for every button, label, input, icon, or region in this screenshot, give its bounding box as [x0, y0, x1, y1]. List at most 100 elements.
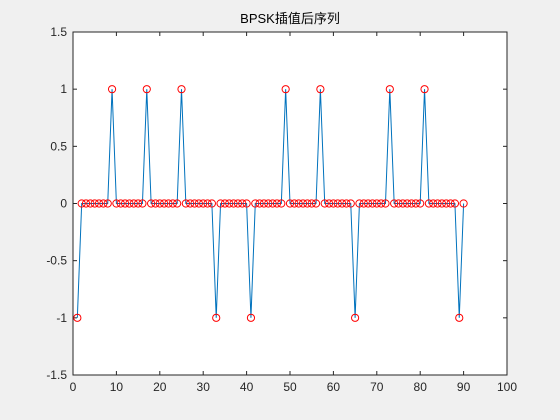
- data-point-marker: [125, 199, 134, 208]
- y-tick-label: 0.5: [50, 139, 67, 153]
- data-point-marker: [429, 199, 438, 208]
- x-tick-label: 0: [70, 380, 77, 394]
- data-point-marker: [407, 199, 416, 208]
- plot-frame: [72, 31, 508, 376]
- data-point-marker: [86, 199, 95, 208]
- data-point-marker: [186, 199, 195, 208]
- data-point-marker: [459, 199, 468, 208]
- y-tick-label: 1: [60, 82, 67, 96]
- data-point-marker: [203, 199, 212, 208]
- data-point-marker: [342, 199, 351, 208]
- data-point-marker: [294, 199, 303, 208]
- data-point-marker: [298, 199, 308, 208]
- data-point-marker: [411, 199, 420, 208]
- data-point-marker: [403, 199, 412, 208]
- data-point-marker: [225, 199, 234, 208]
- x-tick-label: 60: [327, 380, 341, 394]
- data-point-marker: [77, 199, 86, 208]
- data-point-marker: [94, 199, 104, 208]
- data-point-marker: [142, 85, 151, 94]
- data-point-marker: [264, 199, 273, 208]
- data-point-marker: [455, 313, 464, 322]
- data-point-marker: [385, 85, 394, 94]
- data-point-marker: [173, 199, 182, 208]
- data-point-marker: [151, 199, 160, 208]
- axis-ticks: 0 10 20 30 40 50 60 70 80 90 100 -1.5 -1 -0.5 0 0.5 1 1.5: [46, 25, 517, 394]
- data-point-marker: [181, 199, 190, 208]
- data-point-marker: [398, 199, 407, 208]
- data-point-marker: [155, 199, 164, 208]
- data-point-marker: [351, 313, 360, 322]
- x-tick-label: 50: [283, 380, 297, 394]
- data-point-marker: [368, 199, 377, 208]
- data-point-marker: [216, 199, 225, 208]
- data-point-marker: [220, 199, 229, 208]
- data-point-marker: [103, 199, 112, 208]
- data-point-marker: [259, 199, 269, 208]
- data-point-marker: [394, 199, 403, 208]
- data-point-marker: [268, 199, 277, 208]
- data-point-marker: [381, 199, 390, 208]
- data-point-marker: [238, 199, 247, 208]
- data-point-marker: [390, 199, 399, 208]
- data-point-marker: [120, 199, 130, 208]
- chart-title: BPSK插值后序列: [240, 11, 340, 26]
- data-point-marker: [229, 199, 238, 208]
- data-point-marker: [99, 199, 108, 208]
- data-point-marker: [416, 199, 425, 208]
- data-point-marker: [277, 199, 286, 208]
- data-point-marker: [233, 199, 243, 208]
- data-point-marker: [207, 199, 216, 208]
- data-point-marker: [199, 199, 208, 208]
- data-point-marker: [138, 199, 147, 208]
- data-point-marker: [377, 199, 386, 208]
- data-point-marker: [364, 199, 373, 208]
- data-point-marker: [303, 199, 312, 208]
- data-point-marker: [81, 199, 91, 208]
- data-point-marker: [420, 85, 429, 94]
- y-tick-label: 1.5: [50, 25, 67, 39]
- data-point-marker: [372, 199, 381, 208]
- data-point-marker: [311, 199, 321, 208]
- data-point-marker: [242, 199, 251, 208]
- data-point-marker: [168, 199, 177, 208]
- x-tick-label: 10: [110, 380, 124, 394]
- data-point-marker: [107, 85, 117, 94]
- data-point-marker: [90, 199, 99, 208]
- data-point-marker: [147, 199, 156, 208]
- data-point-marker: [281, 85, 290, 94]
- data-point-marker: [450, 199, 460, 208]
- data-point-marker: [359, 199, 368, 208]
- x-tick-label: 40: [240, 380, 254, 394]
- data-point-marker: [190, 199, 199, 208]
- data-point-marker: [346, 199, 355, 208]
- data-point-marker: [255, 199, 264, 208]
- x-tick-label: 20: [153, 380, 167, 394]
- data-point-marker: [164, 199, 173, 208]
- data-point-marker: [437, 199, 446, 208]
- y-tick-label: -1: [56, 311, 67, 325]
- data-point-marker: [272, 199, 282, 208]
- series-marker-layer: [73, 85, 468, 322]
- data-point-marker: [285, 199, 295, 208]
- data-point-marker: [212, 313, 221, 322]
- data-point-marker: [337, 199, 347, 208]
- x-tick-label: 90: [457, 380, 471, 394]
- data-point-marker: [307, 199, 316, 208]
- x-tick-label: 100: [497, 380, 517, 394]
- y-tick-label: -1.5: [46, 368, 67, 382]
- data-point-marker: [112, 199, 121, 208]
- data-point-marker: [177, 85, 186, 94]
- data-point-marker: [316, 85, 325, 94]
- x-tick-label: 80: [414, 380, 428, 394]
- data-point-marker: [194, 199, 203, 208]
- y-tick-label: 0: [60, 197, 67, 211]
- data-point-marker: [446, 199, 455, 208]
- data-point-marker: [290, 199, 299, 208]
- data-point-marker: [246, 313, 256, 322]
- y-tick-label: -0.5: [46, 254, 67, 268]
- data-point-marker: [355, 199, 364, 208]
- data-point-marker: [433, 199, 442, 208]
- x-tick-label: 30: [197, 380, 211, 394]
